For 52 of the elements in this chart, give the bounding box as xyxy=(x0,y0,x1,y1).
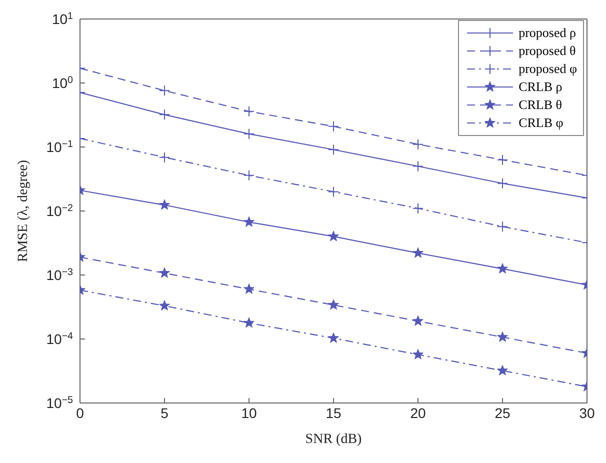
point xyxy=(497,263,508,274)
point xyxy=(328,299,339,310)
x-tick-label: 25 xyxy=(494,404,510,421)
point xyxy=(159,300,170,311)
point xyxy=(497,178,508,189)
point xyxy=(412,202,424,214)
point xyxy=(328,186,339,198)
point xyxy=(412,315,424,326)
point xyxy=(412,160,424,172)
x-tick-label: 5 xyxy=(160,404,169,421)
point xyxy=(328,230,339,242)
y-tick-label: 10$^{−2}$ xyxy=(46,202,73,219)
legend-label: CRLB θ xyxy=(518,97,562,113)
point xyxy=(412,348,424,360)
point xyxy=(159,85,170,96)
legend-label: proposed φ xyxy=(518,61,577,77)
point xyxy=(412,138,424,150)
x-tick-label: 15 xyxy=(326,404,342,421)
y-tick-label: 10$^{−3}$ xyxy=(46,266,74,283)
legend-label: CRLB ρ xyxy=(518,79,562,95)
x-tick-label: 0 xyxy=(76,404,84,421)
y-tick-label: 10$^{−4}$ xyxy=(46,330,74,347)
legend-label: proposed θ xyxy=(518,43,576,59)
y-tick-label: 10$^{−5}$ xyxy=(46,394,74,411)
point xyxy=(159,267,170,278)
point xyxy=(497,364,508,376)
point xyxy=(159,152,170,163)
legend-label: proposed ρ xyxy=(518,25,576,41)
y-axis-title: RMSE (λ, degree) xyxy=(16,160,31,262)
point xyxy=(244,106,254,117)
point xyxy=(497,221,508,232)
point xyxy=(497,331,508,342)
x-tick-label: 20 xyxy=(410,404,426,421)
point xyxy=(328,144,339,156)
point xyxy=(159,199,170,210)
point xyxy=(244,128,254,140)
x-tick-label: 30 xyxy=(579,404,595,421)
legend-label: CRLB φ xyxy=(518,115,564,131)
point xyxy=(244,317,254,328)
y-tick-label: 10$^{0}$ xyxy=(52,74,74,91)
x-tick-label: 10 xyxy=(241,404,257,421)
point xyxy=(244,216,254,227)
point xyxy=(328,332,339,343)
point xyxy=(244,170,254,181)
point xyxy=(159,109,170,120)
point xyxy=(412,247,424,258)
y-tick-label: 10$^{−1}$ xyxy=(46,138,73,155)
x-axis-title: SNR (dB) xyxy=(305,432,362,447)
point xyxy=(497,154,508,166)
y-tick-label: 10$^{1}$ xyxy=(52,10,73,27)
point xyxy=(244,283,254,294)
point xyxy=(328,120,339,132)
